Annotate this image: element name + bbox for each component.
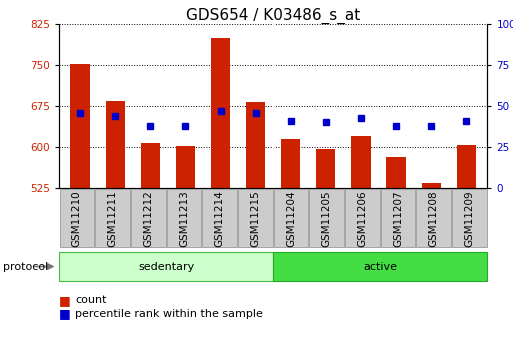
Bar	[316, 149, 336, 188]
Bar	[141, 143, 160, 188]
Text: GSM11205: GSM11205	[322, 190, 332, 247]
Text: ■: ■	[59, 294, 71, 307]
Text: GSM11215: GSM11215	[250, 190, 260, 247]
Bar	[106, 101, 125, 188]
Text: GSM11212: GSM11212	[143, 190, 153, 247]
Bar	[211, 38, 230, 188]
Text: GSM11213: GSM11213	[179, 190, 189, 247]
Text: active: active	[363, 262, 397, 272]
Text: GSM11211: GSM11211	[108, 190, 117, 247]
Text: GSM11210: GSM11210	[72, 190, 82, 247]
Text: ■: ■	[59, 307, 71, 321]
Bar	[176, 146, 195, 188]
Bar	[281, 139, 301, 188]
Bar	[457, 145, 476, 188]
Bar	[70, 64, 90, 188]
Text: percentile rank within the sample: percentile rank within the sample	[75, 309, 263, 319]
Text: protocol: protocol	[3, 262, 48, 272]
Text: GSM11207: GSM11207	[393, 190, 403, 247]
Bar	[386, 157, 406, 188]
Text: GSM11204: GSM11204	[286, 190, 296, 247]
Text: GSM11208: GSM11208	[429, 190, 439, 247]
Title: GDS654 / K03486_s_at: GDS654 / K03486_s_at	[186, 8, 360, 24]
Text: GSM11206: GSM11206	[358, 190, 367, 247]
Bar	[422, 183, 441, 188]
Text: count: count	[75, 295, 107, 305]
Bar	[351, 136, 370, 188]
Bar	[246, 102, 265, 188]
Text: sedentary: sedentary	[138, 262, 194, 272]
Text: GSM11209: GSM11209	[464, 190, 475, 247]
Text: GSM11214: GSM11214	[214, 190, 225, 247]
